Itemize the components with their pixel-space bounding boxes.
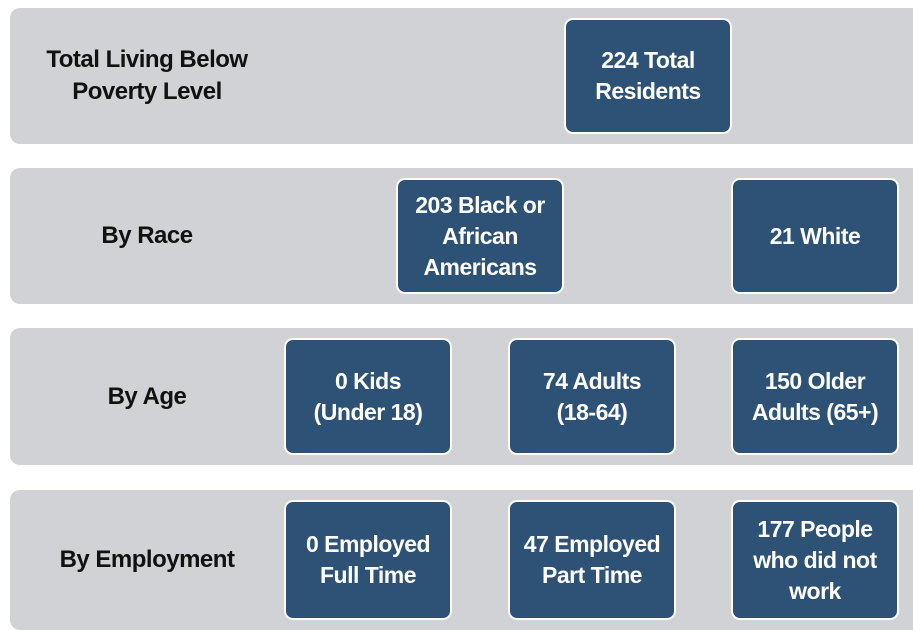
row-label: By Employment [10, 490, 284, 630]
text-line: By Age [107, 382, 187, 410]
stat-box: 47 Employed Part Time [508, 500, 676, 620]
stat-box: 177 People who did not work [731, 500, 899, 620]
stat-box: 203 Black or African Americans [396, 178, 564, 294]
text-line: By Race [101, 222, 193, 249]
text-line: Adults (65+) [751, 398, 879, 425]
stat-box: 0 Employed Full Time [284, 500, 452, 620]
text-line: 203 Black or [415, 191, 545, 218]
stat-box: 74 Adults (18-64) [508, 338, 676, 455]
row-label: By Race [10, 168, 284, 304]
text-line: (18-64) [556, 398, 628, 425]
text-line: Part Time [542, 562, 642, 588]
stat-box: 21 White [731, 178, 899, 294]
stat-box: 150 Older Adults (65+) [731, 338, 899, 455]
text-line: Residents [595, 78, 701, 104]
text-line: (Under 18) [313, 398, 423, 425]
text-line: 224 Total [601, 47, 695, 73]
text-line: By Employment [59, 546, 235, 573]
text-line: Poverty Level [72, 78, 222, 105]
row-label: Total Living Below Poverty Level [10, 8, 284, 144]
text-line: who did not [753, 546, 877, 573]
text-line: work [789, 577, 841, 604]
text-line: 0 Kids [334, 367, 402, 394]
text-line: African [442, 222, 518, 249]
text-line: 177 People [757, 515, 873, 542]
text-line: 21 White [769, 222, 861, 249]
row-band [10, 8, 913, 144]
text-line: Total Living Below [46, 46, 248, 73]
text-line: 150 Older [764, 367, 866, 394]
text-line: Full Time [319, 562, 417, 588]
text-line: 74 Adults [542, 367, 642, 394]
row-label: By Age [10, 328, 284, 465]
text-line: Americans [423, 253, 537, 280]
stat-box: 0 Kids (Under 18) [284, 338, 452, 455]
stat-box: 224 Total Residents [564, 18, 732, 134]
text-line: 0 Employed [305, 531, 431, 557]
text-line: 47 Employed [523, 531, 661, 557]
